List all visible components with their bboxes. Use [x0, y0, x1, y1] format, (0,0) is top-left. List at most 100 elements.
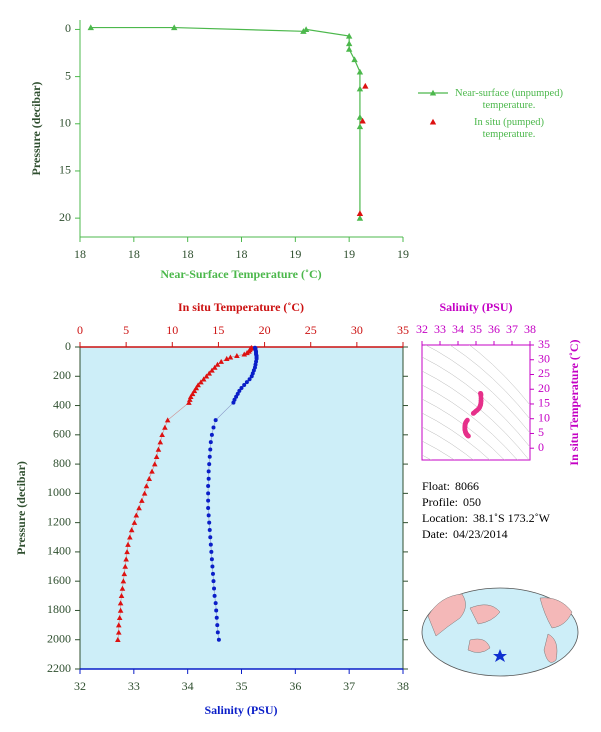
data-point [186, 399, 192, 405]
data-point [153, 453, 160, 460]
data-point [212, 586, 217, 591]
data-point [116, 614, 123, 621]
info-value: 8066 [455, 479, 479, 493]
data-point [123, 556, 129, 562]
y-tick-label: 25 [538, 366, 550, 380]
y-tick-label: 2200 [47, 661, 71, 675]
data-point [146, 475, 153, 481]
data-point [211, 425, 216, 430]
density-contour [425, 345, 530, 434]
data-point [127, 534, 133, 540]
data-point [249, 374, 254, 379]
data-point [121, 571, 128, 577]
data-point [247, 377, 252, 382]
data-point [211, 579, 216, 584]
world-map [421, 587, 579, 677]
data-point [151, 461, 158, 467]
data-point [214, 608, 219, 613]
data-point [216, 637, 221, 642]
data-point [206, 469, 211, 474]
data-point [227, 354, 234, 360]
info-label: Float: [422, 479, 450, 493]
data-point [356, 210, 364, 216]
x-tick-label: 19 [343, 247, 355, 261]
x-tick-label: 37 [343, 679, 355, 693]
data-point [118, 593, 125, 599]
data-point [128, 527, 135, 533]
data-point [136, 505, 142, 511]
y-tick-label: 2000 [47, 631, 71, 645]
data-point [149, 468, 155, 474]
info-line: Float: 8066 [422, 479, 479, 493]
y-tick-label: 20 [538, 381, 550, 395]
legend-symbol [429, 89, 437, 96]
data-point [234, 394, 239, 399]
data-point [117, 607, 124, 613]
data-point [200, 376, 207, 382]
y-tick-label: 1200 [47, 514, 71, 528]
data-point [120, 578, 127, 584]
y-axis-label: In situ Temperature (˚C) [567, 339, 581, 465]
data-point [207, 462, 212, 467]
data-point [133, 512, 140, 518]
data-point [231, 400, 236, 405]
data-point [143, 483, 150, 489]
data-point [356, 214, 364, 221]
info-label: Location: [422, 511, 468, 525]
data-point [209, 367, 215, 373]
x-tick-label: 19 [289, 247, 301, 261]
info-value: 050 [463, 495, 481, 509]
info-label: Date: [422, 527, 448, 541]
data-point [159, 432, 165, 438]
data-point [214, 615, 219, 620]
x-tick-label: 34 [452, 322, 464, 336]
data-point [115, 636, 121, 642]
data-point [215, 630, 220, 635]
data-point [208, 447, 213, 452]
data-point [235, 391, 240, 396]
y-tick-label: 800 [53, 456, 71, 470]
info-value: 38.1˚S 173.2˚W [473, 511, 551, 525]
legend-entry: In situ (pumped) temperature. [474, 117, 544, 140]
data-point [206, 370, 212, 376]
data-point [213, 601, 218, 606]
y-tick-label: 10 [59, 116, 71, 130]
data-point [141, 490, 148, 496]
ts-point [466, 433, 471, 439]
data-point [208, 542, 213, 547]
data-point [356, 68, 364, 75]
data-point [244, 350, 250, 356]
data-point [115, 629, 122, 635]
legend-symbol [429, 118, 437, 125]
x-tick-label: 18 [236, 247, 248, 261]
y-tick-label: 5 [538, 425, 544, 439]
data-point [208, 535, 213, 540]
x-tick-label: 32 [416, 322, 428, 336]
data-point [206, 484, 211, 489]
y-tick-label: 10 [538, 410, 550, 424]
data-point [206, 476, 211, 481]
data-point [206, 513, 211, 518]
y-tick-label: 0 [65, 21, 71, 35]
info-line: Date: 04/23/2014 [422, 527, 508, 541]
x2-tick-label: 5 [123, 323, 129, 337]
x2-tick-label: 0 [77, 323, 83, 337]
data-point [87, 24, 94, 31]
data-point [206, 498, 211, 503]
data-point [209, 549, 214, 554]
data-point [210, 571, 215, 576]
x-axis-label: Salinity (PSU) [204, 703, 277, 717]
data-point [302, 26, 310, 32]
data-point [207, 527, 212, 532]
y-tick-label: 0 [65, 339, 71, 353]
data-point [356, 123, 364, 130]
data-point [345, 40, 353, 47]
data-point [211, 364, 218, 370]
y-tick-label: 35 [538, 337, 550, 351]
data-point [300, 28, 307, 34]
data-point [345, 32, 353, 39]
x-tick-label: 36 [488, 322, 500, 336]
legend-entry: Near-surface (unpumped) temperature. [455, 88, 563, 111]
data-point [206, 506, 211, 510]
